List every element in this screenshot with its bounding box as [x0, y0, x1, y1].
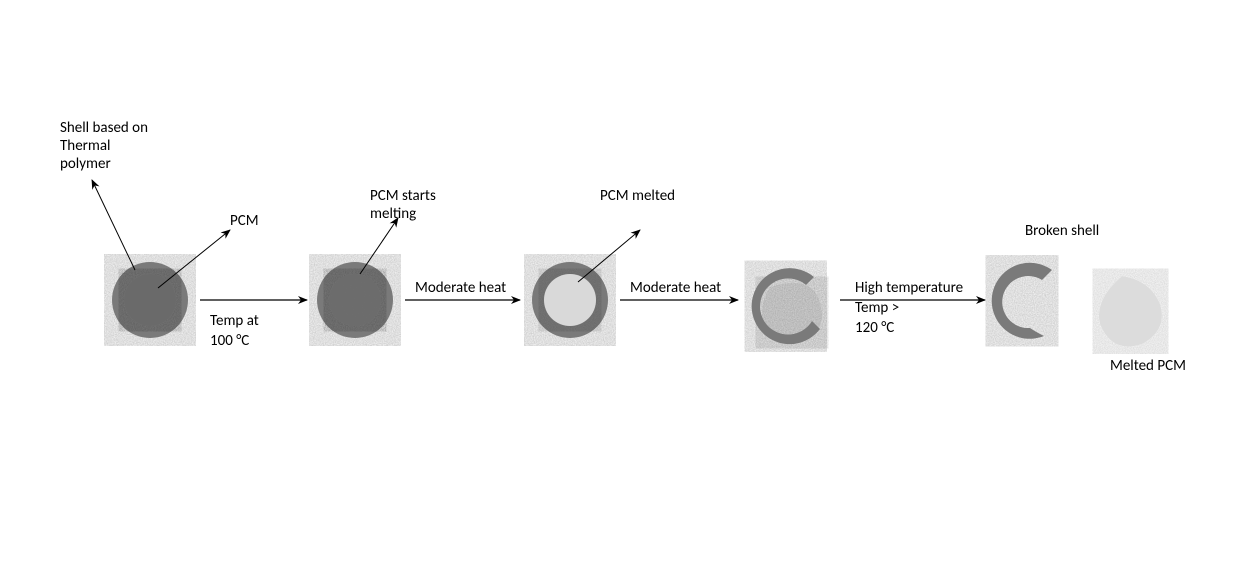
stage-3-capsule — [532, 262, 608, 338]
label-pcm: PCM — [230, 212, 259, 230]
label-pcm-melted: PCM melted — [600, 187, 675, 205]
stage-5-broken-shell — [992, 263, 1052, 339]
label-step-2: Moderate heat — [415, 279, 506, 297]
stage-4-ruptured — [752, 268, 823, 344]
label-broken-shell: Broken shell — [1025, 222, 1099, 240]
label-step-3: Moderate heat — [630, 279, 721, 297]
leader-pcm-melted — [578, 230, 640, 282]
label-shell: Shell based on Thermal polymer — [60, 119, 151, 173]
label-pcm-starts: PCM starts melting — [370, 187, 439, 223]
label-step-4: High temperature Temp > 120 °C — [855, 279, 967, 337]
leader-shell — [92, 180, 135, 270]
stage-5-melted-blob — [1099, 276, 1162, 347]
pcm-process-diagram: Shell based on Thermal polymer PCM PCM s… — [0, 0, 1239, 564]
stage-2-capsule — [317, 262, 393, 338]
leader-pcm-starts — [360, 218, 398, 274]
label-melted-pcm: Melted PCM — [1110, 357, 1186, 375]
leader-pcm — [158, 230, 230, 288]
label-step-1: Temp at 100 °C — [210, 312, 262, 350]
